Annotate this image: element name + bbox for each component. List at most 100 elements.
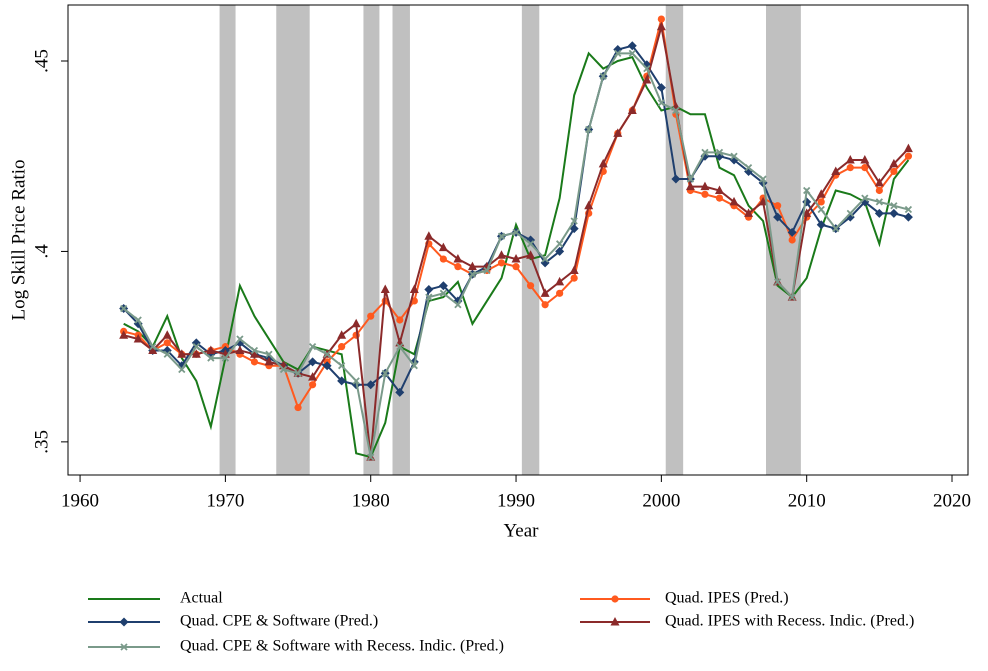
point xyxy=(570,274,578,282)
legend-item: Quad. IPES with Recess. Indic. (Pred.) xyxy=(580,613,914,630)
point xyxy=(526,250,536,259)
point xyxy=(889,208,899,218)
point xyxy=(264,356,274,366)
point xyxy=(890,202,898,210)
point xyxy=(787,227,797,237)
point xyxy=(149,343,157,351)
point xyxy=(236,335,244,343)
point xyxy=(744,163,753,172)
point xyxy=(656,21,666,31)
point xyxy=(715,148,724,157)
point xyxy=(265,350,273,358)
point xyxy=(904,205,913,214)
point xyxy=(338,362,346,370)
legend-label: Quad. CPE & Software with Recess. Indic.… xyxy=(180,638,504,655)
recession-band xyxy=(363,5,380,475)
point xyxy=(235,345,245,354)
point xyxy=(816,189,826,198)
point xyxy=(744,208,754,217)
point xyxy=(613,128,623,137)
point xyxy=(860,155,870,164)
point xyxy=(221,354,230,362)
point xyxy=(250,346,259,355)
point xyxy=(555,240,564,248)
point xyxy=(454,263,462,271)
point xyxy=(396,343,404,351)
point xyxy=(322,361,332,371)
x-axis-title: Year xyxy=(503,520,539,541)
point xyxy=(555,276,565,286)
point xyxy=(119,330,129,339)
point xyxy=(497,232,506,240)
point xyxy=(817,205,825,214)
legend-item: Actual xyxy=(88,590,223,607)
point xyxy=(178,365,186,374)
point xyxy=(816,220,826,230)
x-tick-label: 2000 xyxy=(642,490,680,511)
point xyxy=(338,343,346,351)
point xyxy=(162,330,172,339)
point xyxy=(497,250,507,259)
point xyxy=(120,304,128,313)
point xyxy=(511,254,521,263)
point xyxy=(410,362,418,370)
point xyxy=(468,270,477,278)
point xyxy=(585,125,593,134)
point xyxy=(541,301,549,309)
point xyxy=(250,358,259,366)
point xyxy=(875,198,883,206)
point xyxy=(206,345,216,354)
recession-band xyxy=(219,5,236,475)
recession-band xyxy=(392,5,410,475)
point xyxy=(337,376,347,386)
point xyxy=(438,281,448,291)
point xyxy=(701,190,709,198)
point xyxy=(308,357,318,367)
point xyxy=(134,316,142,324)
legend-label: Quad. IPES with Recess. Indic. (Pred.) xyxy=(665,613,914,630)
point xyxy=(642,75,652,84)
legend-item: Quad. CPE & Software with Recess. Indic.… xyxy=(88,638,504,655)
y-tick-label: .4 xyxy=(31,244,52,259)
recession-band xyxy=(276,5,310,475)
point xyxy=(729,196,739,206)
point xyxy=(380,284,390,294)
point xyxy=(351,318,361,328)
point xyxy=(425,293,433,301)
point xyxy=(424,231,434,240)
point xyxy=(672,106,680,115)
point xyxy=(163,339,171,347)
legend-label: Quad. CPE & Software (Pred.) xyxy=(180,613,378,630)
point xyxy=(192,343,200,351)
point xyxy=(832,224,840,233)
point xyxy=(163,350,171,358)
point xyxy=(611,595,619,603)
point xyxy=(671,174,681,184)
point xyxy=(802,208,812,217)
legend-item: Quad. IPES (Pred.) xyxy=(580,590,789,607)
point xyxy=(904,152,913,160)
point xyxy=(845,155,855,164)
point xyxy=(526,282,535,290)
point xyxy=(467,261,477,271)
point xyxy=(610,617,620,626)
point xyxy=(497,259,506,267)
point xyxy=(395,387,405,397)
point xyxy=(803,186,811,195)
point xyxy=(337,330,347,339)
point xyxy=(279,365,288,374)
point xyxy=(308,381,317,389)
point xyxy=(599,72,607,80)
point xyxy=(454,301,462,309)
point xyxy=(627,41,637,51)
point xyxy=(294,403,302,412)
point xyxy=(323,350,331,358)
y-axis-title: Log Skill Price Ratio xyxy=(8,160,29,321)
point xyxy=(556,289,564,297)
point xyxy=(294,369,302,377)
x-tick-label: 1970 xyxy=(206,490,244,511)
point xyxy=(598,158,608,168)
point xyxy=(831,166,841,175)
x-tick-label: 1980 xyxy=(352,490,390,511)
